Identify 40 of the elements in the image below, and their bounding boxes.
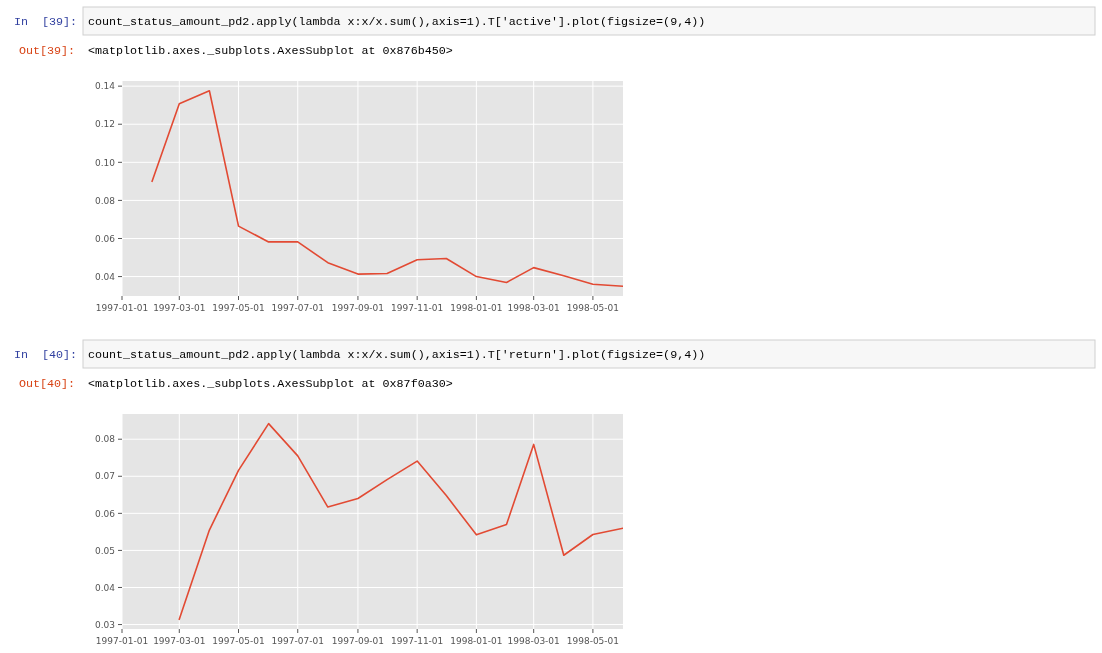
- text: In [40]:: [14, 348, 78, 362]
- x-tick-label: 1998-01-01: [450, 636, 503, 646]
- y-tick-label: 0.08: [94, 434, 116, 445]
- x-tick-label: 1997-01-01: [95, 636, 149, 646]
- y-tick-label: 0.14: [94, 81, 116, 92]
- text: count_status_amount_pd2.apply(lambda x:x/x.sum(),axis=1).T['return'].plot(figsize=(9,4)): [88, 348, 706, 362]
- y-tick-label: 0.05: [94, 545, 115, 556]
- y-tick-label: 0.04: [94, 582, 116, 593]
- text: <matplotlib.axes._subplots.AxesSubplot at 0x876b450>: [88, 44, 453, 58]
- x-tick-label: 1998-03-01: [507, 636, 560, 646]
- x-tick-label: 1997-09-01: [331, 303, 385, 313]
- x-tick-label: 1997-11-01: [391, 303, 444, 313]
- text: Out[40]:: [19, 377, 76, 391]
- x-tick-label: 1997-09-01: [331, 636, 385, 646]
- text: <matplotlib.axes._subplots.AxesSubplot at 0x87f0a30>: [88, 377, 453, 391]
- y-tick-label: 0.04: [94, 271, 116, 282]
- y-tick-label: 0.03: [94, 619, 115, 630]
- line-series: [178, 422, 623, 621]
- x-tick-label: 1997-07-01: [271, 636, 324, 646]
- x-tick-label: 1997-05-01: [212, 636, 265, 646]
- y-tick-label: 0.08: [94, 195, 116, 206]
- line-series: [151, 89, 623, 288]
- y-tick-label: 0.06: [94, 508, 116, 519]
- y-tick-label: 0.12: [94, 119, 115, 130]
- x-tick-label: 1997-11-01: [391, 636, 444, 646]
- text: Out[39]:: [19, 44, 76, 58]
- y-tick-label: 0.10: [94, 157, 116, 168]
- x-tick-label: 1998-05-01: [566, 303, 620, 313]
- x-tick-label: 1998-03-01: [507, 303, 560, 313]
- x-tick-label: 1997-01-01: [95, 303, 149, 313]
- x-tick-label: 1998-01-01: [450, 303, 503, 313]
- text: In [39]:: [14, 15, 78, 29]
- text: count_status_amount_pd2.apply(lambda x:x/x.sum(),axis=1).T['active'].plot(figsize=(9,4)): [88, 15, 706, 29]
- x-tick-label: 1998-05-01: [566, 636, 620, 646]
- y-tick-label: 0.06: [94, 233, 116, 244]
- x-tick-label: 1997-03-01: [153, 636, 206, 646]
- x-tick-label: 1997-03-01: [153, 303, 206, 313]
- x-tick-label: 1997-07-01: [271, 303, 324, 313]
- x-tick-label: 1997-05-01: [212, 303, 265, 313]
- y-tick-label: 0.07: [94, 471, 115, 482]
